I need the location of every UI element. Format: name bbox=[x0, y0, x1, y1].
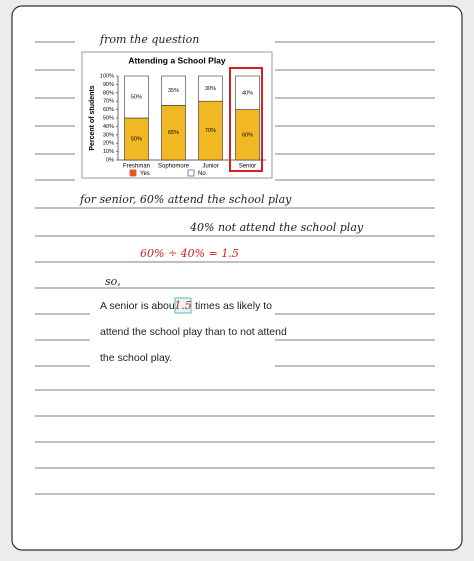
bar-segment bbox=[235, 75, 260, 110]
y-tick-label: 100% bbox=[100, 73, 114, 79]
data-label: 70% bbox=[205, 128, 216, 134]
handwritten-line: 40% not attend the school play bbox=[189, 221, 364, 234]
bar-segment bbox=[161, 75, 186, 106]
x-tick-label: Junior bbox=[202, 164, 218, 170]
y-tick-label: 30% bbox=[103, 132, 114, 138]
answer-text: times as likely to bbox=[195, 300, 272, 312]
legend-swatch bbox=[187, 169, 195, 177]
y-tick-label: 50% bbox=[103, 115, 114, 121]
chart-title: Attending a School Play bbox=[128, 55, 226, 65]
legend-label: No bbox=[198, 171, 206, 177]
data-label: 40% bbox=[242, 90, 253, 96]
answer-text: attend the school play than to not atten… bbox=[100, 326, 287, 338]
bar-segment bbox=[124, 75, 149, 119]
y-tick-label: 80% bbox=[103, 90, 114, 96]
data-label: 60% bbox=[242, 132, 253, 138]
answer-box bbox=[174, 297, 192, 314]
bar-segment bbox=[124, 117, 149, 161]
handwritten-calc: 60% ÷ 40% = 1.5 bbox=[140, 247, 239, 260]
handwritten-line: for senior, 60% attend the school play bbox=[79, 193, 292, 206]
y-tick-label: 90% bbox=[103, 82, 114, 88]
highlight-box bbox=[229, 67, 263, 172]
y-tick-label: 60% bbox=[103, 107, 114, 113]
answer-blank: 1.5 bbox=[174, 299, 192, 312]
y-tick-label: 20% bbox=[103, 141, 114, 147]
ruled-lines bbox=[35, 41, 435, 495]
y-tick-label: 40% bbox=[103, 124, 114, 130]
data-label: 35% bbox=[168, 88, 179, 94]
answer-text: A senior is about bbox=[100, 300, 178, 312]
y-tick-label: 70% bbox=[103, 99, 114, 105]
data-label: 65% bbox=[168, 130, 179, 136]
y-tick-label: 0% bbox=[106, 157, 114, 163]
legend-swatch bbox=[129, 169, 137, 177]
bar-segment bbox=[198, 75, 223, 102]
data-label: 30% bbox=[205, 86, 216, 92]
legend-label: Yes bbox=[140, 171, 150, 177]
answer-text: the school play. bbox=[100, 352, 172, 364]
x-tick-label: Freshman bbox=[123, 164, 150, 170]
y-tick-label: 10% bbox=[103, 149, 114, 155]
data-label: 50% bbox=[131, 94, 142, 100]
chart: 0% 10% 20% 30% 40% 50% 60% 70% 80% 90% 100% Freshma… bbox=[100, 73, 266, 177]
x-tick-label: Sophomore bbox=[158, 164, 190, 170]
handwritten-note: from the question bbox=[99, 33, 199, 46]
handwritten-so: so, bbox=[105, 275, 121, 288]
x-tick-label: Senior bbox=[239, 164, 256, 170]
data-label: 50% bbox=[131, 136, 142, 142]
y-axis-label: Percent of students bbox=[89, 85, 96, 150]
